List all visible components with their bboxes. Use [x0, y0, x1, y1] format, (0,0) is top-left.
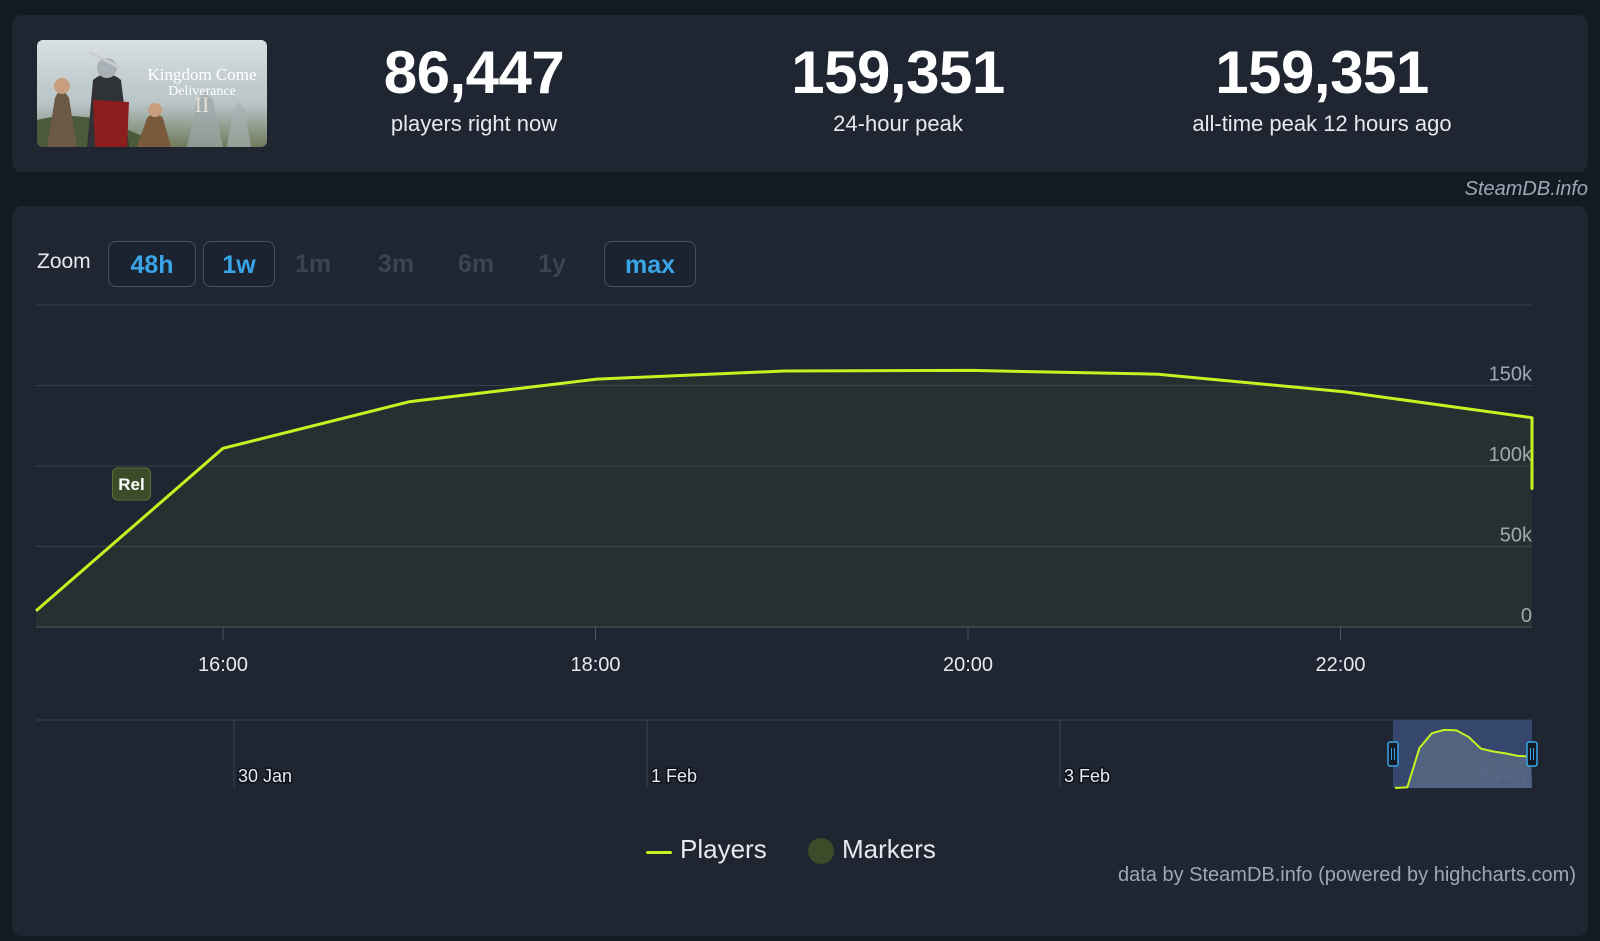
x-tick-label: 18:00	[570, 654, 620, 676]
24h-peak-label: 24-hour peak	[833, 111, 963, 136]
legend-players-label: Players	[680, 834, 767, 864]
current-players-label: players right now	[390, 111, 558, 136]
y-tick-label: 0	[1521, 605, 1532, 627]
stat-current-players: 86,447 players right now	[264, 43, 684, 137]
svg-text:Kingdom Come: Kingdom Come	[147, 65, 256, 84]
legend-markers-label: Markers	[842, 834, 936, 864]
navigator-series-area	[1395, 729, 1532, 788]
stats-panel: Kingdom Come Deliverance II 86,447 playe…	[12, 15, 1588, 172]
stat-all-time-peak: 159,351 all-time peak 12 hours ago	[1112, 43, 1532, 137]
release-marker-flag	[112, 467, 151, 501]
steamdb-credit[interactable]: SteamDB.info	[1464, 178, 1588, 200]
all-time-peak-label: all-time peak 12 hours ago	[1192, 111, 1452, 136]
24h-peak-value: 159,351	[791, 39, 1005, 106]
navigator-series-line	[1394, 728, 1531, 789]
game-thumbnail[interactable]: Kingdom Come Deliverance II	[37, 40, 267, 147]
navigator-handle[interactable]	[1387, 741, 1399, 767]
game-artwork-icon: Kingdom Come Deliverance II	[37, 40, 267, 147]
x-tick-label: 16:00	[198, 654, 248, 676]
zoom-1y-button[interactable]: 1y	[538, 250, 566, 278]
chart-panel: Zoom 48h 1w 1m 3m 6m 1y max 0 50k 100k 150k…	[12, 206, 1588, 936]
all-time-peak-value: 159,351	[1215, 39, 1429, 106]
x-tick-label: 22:00	[1315, 654, 1365, 676]
release-marker-label: Rel	[118, 475, 144, 494]
navigator-handle[interactable]	[1526, 741, 1538, 767]
legend-markers-dot-icon	[808, 838, 834, 864]
navigator-date-label: 3 Feb	[1064, 766, 1110, 786]
players-series-area	[36, 370, 1532, 627]
navigator-date-label: 30 Jan	[238, 766, 292, 786]
zoom-3m-button[interactable]: 3m	[377, 250, 415, 278]
x-tick-label: 20:00	[943, 654, 993, 676]
zoom-1w-button[interactable]: 1w	[203, 241, 275, 287]
zoom-max-button[interactable]: max	[604, 241, 696, 287]
svg-text:II: II	[195, 92, 210, 117]
zoom-1m-button[interactable]: 1m	[294, 250, 332, 278]
svg-text:Deliverance: Deliverance	[168, 84, 236, 99]
release-marker: Rel	[112, 467, 151, 501]
navigator-date-label: 1 Feb	[651, 766, 697, 786]
zoom-48h-button[interactable]: 48h	[108, 241, 196, 287]
stat-24h-peak: 159,351 24-hour peak	[688, 43, 1108, 137]
highcharts-credit[interactable]: data by SteamDB.info (powered by highcha…	[1118, 864, 1576, 886]
zoom-6m-button[interactable]: 6m	[457, 250, 495, 278]
y-tick-label: 150k	[1489, 364, 1533, 386]
legend-players-line-icon	[646, 851, 672, 854]
y-tick-label: 100k	[1489, 444, 1533, 466]
y-tick-label: 50k	[1500, 525, 1533, 547]
zoom-label: Zoom	[37, 250, 91, 273]
current-players-value: 86,447	[383, 39, 565, 106]
